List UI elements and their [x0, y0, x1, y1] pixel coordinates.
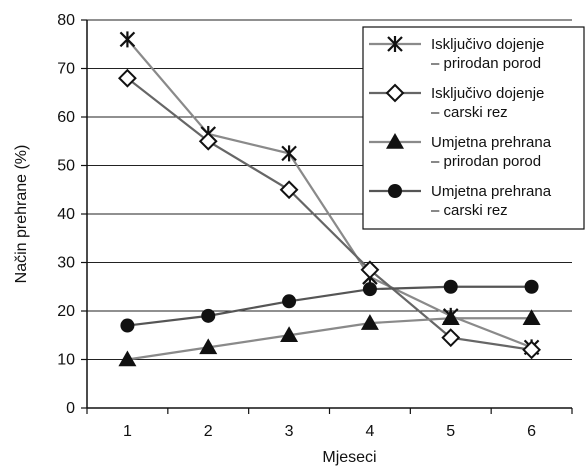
- data-point: [441, 328, 461, 348]
- legend-entry: Isključivo dojenje – prirodan porod: [369, 36, 544, 72]
- series-line: [126, 38, 532, 349]
- legend-label: Umjetna prehrana: [431, 183, 552, 200]
- x-tick-label: 4: [365, 423, 374, 440]
- data-point: [279, 180, 299, 200]
- legend-label: Isključivo dojenje: [431, 36, 544, 53]
- x-tick-label: 1: [123, 423, 132, 440]
- series-line: [127, 317, 532, 361]
- legend-entry: Umjetna prehrana – prirodan porod: [369, 133, 552, 170]
- data-point: [522, 309, 541, 326]
- y-tick-label: 70: [57, 61, 75, 78]
- legend-label: – prirodan porod: [431, 153, 541, 170]
- legend: Isključivo dojenje– prirodan porodIsklju…: [362, 26, 585, 230]
- data-point: [199, 338, 218, 355]
- y-tick-label: 60: [57, 109, 75, 126]
- legend-label: Umjetna prehrana: [431, 134, 552, 151]
- data-point: [360, 314, 379, 330]
- data-point: [280, 326, 299, 342]
- data-point: [362, 282, 377, 297]
- data-point: [443, 279, 458, 294]
- legend-entry: Umjetna prehrana – carski rez: [369, 183, 552, 219]
- data-point: [524, 279, 539, 294]
- series-2: [118, 68, 541, 360]
- legend-marker: [387, 36, 403, 52]
- data-point: [281, 145, 297, 162]
- data-point: [360, 260, 380, 280]
- x-axis-label: Mjeseci: [322, 449, 376, 466]
- series-line: [127, 285, 532, 327]
- legend-label: – carski rez: [431, 104, 508, 121]
- series-line: [126, 77, 532, 351]
- x-tick-label: 5: [446, 423, 455, 440]
- legend-label: – prirodan porod: [431, 55, 541, 72]
- x-tick-label: 6: [527, 423, 536, 440]
- series-group: [118, 31, 541, 367]
- x-tick-label: 3: [285, 423, 294, 440]
- legend-marker: [388, 184, 402, 198]
- y-tick-label: 20: [57, 303, 75, 320]
- y-tick-label: 80: [57, 12, 75, 29]
- data-point: [118, 350, 137, 367]
- y-tick-label: 0: [66, 400, 75, 417]
- data-point: [119, 31, 136, 48]
- data-point: [522, 340, 541, 360]
- series-3: [118, 309, 541, 367]
- legend-entry: Isključivo dojenje – carski rez: [369, 83, 544, 121]
- data-point: [201, 308, 216, 323]
- data-point: [120, 318, 135, 333]
- data-point: [441, 309, 460, 326]
- y-tick-label: 50: [57, 158, 75, 175]
- legend-marker: [385, 83, 405, 103]
- axes: [81, 19, 573, 414]
- y-tick-label: 10: [57, 352, 75, 369]
- y-axis-label: Način prehrane (%): [13, 145, 30, 284]
- legend-label: – carski rez: [431, 202, 508, 219]
- tick-labels: 0 10 20 30 40 50 60 70 80 1 2 3 4 5 6: [57, 12, 536, 440]
- series-4: [120, 279, 539, 333]
- data-point: [118, 68, 137, 88]
- data-point: [282, 294, 297, 309]
- data-point: [198, 131, 218, 151]
- x-tick-label: 2: [204, 423, 213, 440]
- grid-lines: [87, 19, 572, 360]
- y-tick-label: 40: [57, 206, 75, 223]
- legend-label: Isključivo dojenje: [431, 85, 544, 102]
- legend-marker: [386, 133, 404, 149]
- y-tick-label: 30: [57, 255, 75, 272]
